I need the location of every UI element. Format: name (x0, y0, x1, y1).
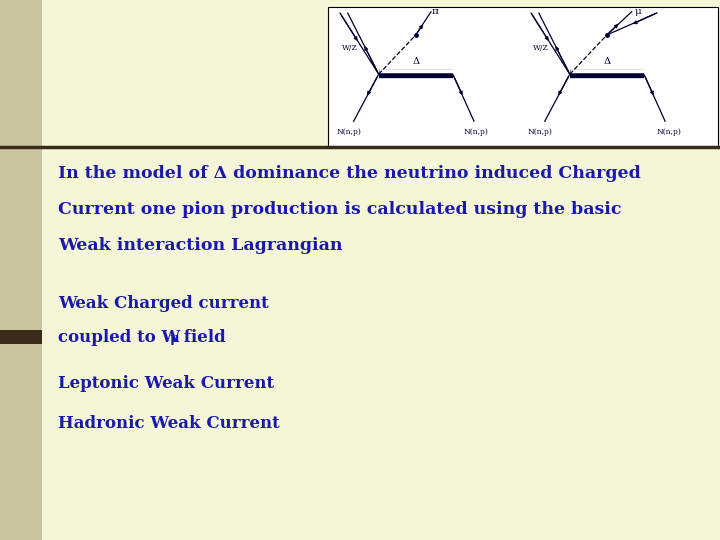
Text: N(n,p): N(n,p) (657, 127, 682, 136)
Text: N(n,p): N(n,p) (528, 127, 553, 136)
Bar (0, 0, 42, 540)
Text: W/Z: W/Z (341, 44, 357, 52)
Text: coupled to W: coupled to W (58, 329, 180, 346)
Bar (328, 7, 718, 147)
Text: N(n,p): N(n,p) (464, 127, 489, 136)
Bar (0, 330, 42, 344)
Text: Current one pion production is calculated using the basic: Current one pion production is calculate… (58, 201, 621, 218)
Text: W/Z: W/Z (533, 44, 549, 52)
Text: Hadronic Weak Current: Hadronic Weak Current (58, 415, 280, 432)
Text: Δ: Δ (603, 57, 611, 66)
Text: N(n,p): N(n,p) (337, 127, 362, 136)
Text: Leptonic Weak Current: Leptonic Weak Current (58, 375, 274, 392)
Text: μ: μ (170, 332, 179, 345)
Text: In the model of Δ dominance the neutrino induced Charged: In the model of Δ dominance the neutrino… (58, 165, 641, 182)
Text: π: π (432, 6, 438, 16)
Text: Weak interaction Lagrangian: Weak interaction Lagrangian (58, 237, 343, 254)
Text: Weak Charged current: Weak Charged current (58, 295, 269, 312)
Text: μ: μ (634, 6, 642, 16)
Text: field: field (178, 329, 226, 346)
Text: Δ: Δ (413, 57, 419, 66)
